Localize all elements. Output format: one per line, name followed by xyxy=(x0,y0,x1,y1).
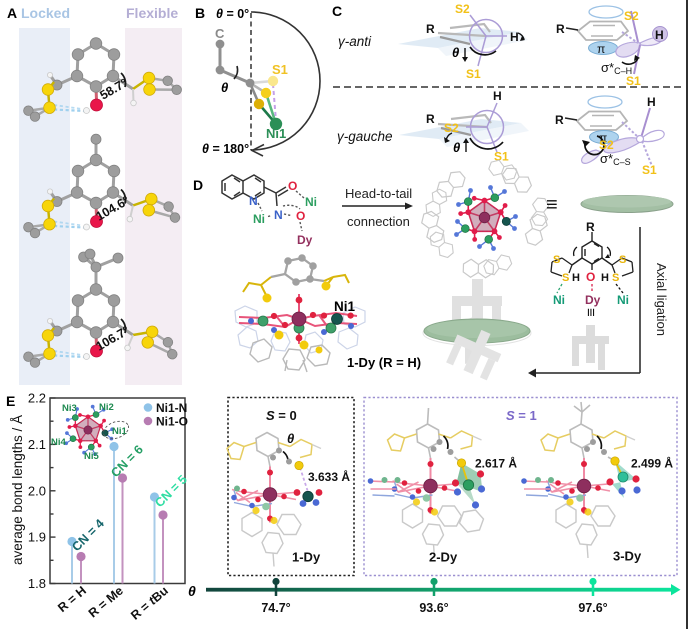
svg-text:2.0: 2.0 xyxy=(28,483,46,498)
svg-text:R = Me: R = Me xyxy=(86,584,126,621)
svg-text:1-Dy (R = H): 1-Dy (R = H) xyxy=(347,355,421,370)
svg-text:Ni1: Ni1 xyxy=(334,299,356,314)
svg-text:1-Dy: 1-Dy xyxy=(292,550,321,565)
svg-text:S2: S2 xyxy=(624,9,639,23)
svg-text:S: S xyxy=(562,272,569,284)
svg-text:S1: S1 xyxy=(626,74,641,88)
svg-text:CN = 4: CN = 4 xyxy=(69,516,107,554)
svg-text:H: H xyxy=(510,30,519,44)
svg-text:1.9: 1.9 xyxy=(28,530,46,545)
svg-text:H: H xyxy=(572,272,580,284)
svg-text:97.6°: 97.6° xyxy=(578,601,607,615)
svg-text:Ni1-O: Ni1-O xyxy=(156,415,188,429)
svg-text:θ: θ xyxy=(221,80,228,95)
svg-text:Ni: Ni xyxy=(305,195,317,209)
svg-text:π: π xyxy=(597,42,605,56)
svg-text:average bond lengths / Å: average bond lengths / Å xyxy=(10,415,25,565)
svg-text:connection: connection xyxy=(347,214,410,229)
svg-text:θ = 0°: θ = 0° xyxy=(216,7,249,21)
svg-text:γ-gauche: γ-gauche xyxy=(337,129,393,144)
svg-text:E: E xyxy=(6,393,15,409)
svg-text:S = 0: S = 0 xyxy=(266,408,297,423)
svg-text:Dy: Dy xyxy=(585,293,601,307)
svg-text:S2: S2 xyxy=(599,138,614,152)
svg-text:N: N xyxy=(249,194,258,208)
svg-text:N: N xyxy=(274,208,283,222)
svg-text:Ni4: Ni4 xyxy=(51,437,67,448)
svg-text:R = tBu: R = tBu xyxy=(128,584,171,623)
svg-text:Ni5: Ni5 xyxy=(84,451,100,462)
svg-text:3-Dy: 3-Dy xyxy=(613,549,642,564)
svg-text:O: O xyxy=(288,179,297,193)
svg-text:Dy: Dy xyxy=(297,233,313,247)
svg-text:R = H: R = H xyxy=(55,584,89,615)
svg-text:R: R xyxy=(426,112,435,126)
svg-text:Flexible: Flexible xyxy=(126,5,178,21)
svg-text:Ni1-N: Ni1-N xyxy=(156,401,187,415)
svg-text:C: C xyxy=(332,3,342,19)
svg-text:3.633 Å: 3.633 Å xyxy=(308,469,350,484)
svg-text:R: R xyxy=(426,22,435,36)
svg-text:θ: θ xyxy=(287,431,294,446)
svg-text:Axial ligation: Axial ligation xyxy=(654,263,669,336)
svg-text:A: A xyxy=(7,5,17,21)
svg-text:H: H xyxy=(655,28,664,42)
svg-text:Head-to-tail: Head-to-tail xyxy=(345,186,412,201)
svg-text:S2: S2 xyxy=(444,121,459,135)
svg-text:1.8: 1.8 xyxy=(28,576,46,591)
svg-text:Ni3: Ni3 xyxy=(62,403,77,414)
svg-text:2.499 Å: 2.499 Å xyxy=(631,456,673,471)
svg-text:S = 1: S = 1 xyxy=(506,408,537,423)
svg-text:γ-anti: γ-anti xyxy=(338,34,372,49)
svg-text:σ*C–S: σ*C–S xyxy=(600,151,631,167)
svg-text:2.2: 2.2 xyxy=(28,391,46,406)
svg-text:θ: θ xyxy=(452,45,459,60)
svg-text:H: H xyxy=(493,89,502,103)
svg-text:R: R xyxy=(555,113,564,127)
svg-text:π: π xyxy=(599,131,607,145)
svg-text:Locked: Locked xyxy=(21,5,70,21)
svg-text:S1: S1 xyxy=(272,62,288,77)
svg-text:R: R xyxy=(556,22,565,36)
svg-text:S1: S1 xyxy=(466,67,481,81)
svg-text:Ni: Ni xyxy=(617,293,629,307)
svg-text:Ni1: Ni1 xyxy=(112,426,128,437)
svg-text:H: H xyxy=(601,272,609,284)
svg-text:S: S xyxy=(619,254,626,266)
svg-text:θ: θ xyxy=(453,140,460,155)
svg-text:S: S xyxy=(612,272,619,284)
svg-text:D: D xyxy=(193,177,203,193)
svg-text:Ni1: Ni1 xyxy=(266,126,286,141)
svg-text:2.1: 2.1 xyxy=(28,437,46,452)
svg-text:O: O xyxy=(586,270,595,284)
svg-text:74.7°: 74.7° xyxy=(261,601,290,615)
svg-text:C: C xyxy=(215,26,225,41)
svg-text:S2: S2 xyxy=(455,2,470,16)
svg-text:≡: ≡ xyxy=(546,194,558,216)
svg-text:Ni: Ni xyxy=(553,293,565,307)
svg-text:O: O xyxy=(296,209,305,223)
svg-text:θ = 180°: θ = 180° xyxy=(202,142,249,156)
svg-text:R: R xyxy=(586,220,595,234)
svg-text:2-Dy: 2-Dy xyxy=(429,550,458,565)
svg-text:H: H xyxy=(647,95,656,109)
svg-text:93.6°: 93.6° xyxy=(419,601,448,615)
svg-text:B: B xyxy=(195,5,205,21)
svg-text:Ni2: Ni2 xyxy=(99,402,114,413)
svg-text:θ: θ xyxy=(188,583,196,599)
svg-text:Ni: Ni xyxy=(253,212,265,226)
svg-text:≡: ≡ xyxy=(582,308,599,317)
svg-text:2.617 Å: 2.617 Å xyxy=(475,456,517,471)
svg-text:S1: S1 xyxy=(642,163,657,177)
svg-text:S: S xyxy=(553,254,560,266)
